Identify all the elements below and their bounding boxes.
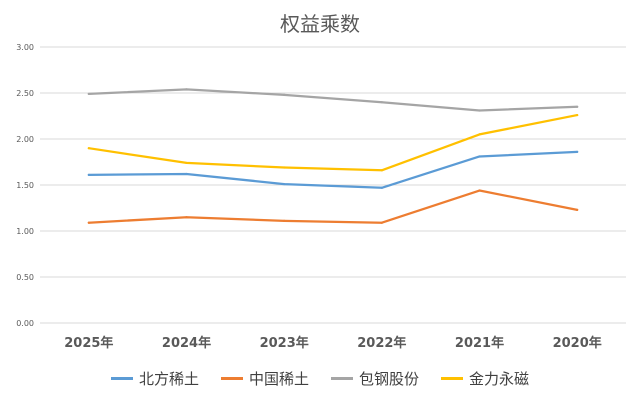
data-point bbox=[283, 166, 286, 169]
data-point bbox=[576, 113, 579, 117]
legend-item-3: 包钢股份 bbox=[331, 368, 419, 389]
x-tick-label: 2024年 bbox=[162, 335, 211, 351]
data-point bbox=[380, 186, 383, 189]
y-axis: 0.00 0.50 1.00 1.50 2.00 2.50 3.00 bbox=[16, 43, 34, 328]
data-point bbox=[478, 155, 481, 158]
legend-label: 金力永磁 bbox=[469, 370, 530, 388]
data-point bbox=[478, 109, 481, 112]
legend-label: 包钢股份 bbox=[359, 370, 420, 388]
y-tick-label: 0.00 bbox=[16, 319, 34, 328]
data-point bbox=[87, 147, 90, 150]
data-point bbox=[87, 92, 90, 96]
legend-label: 北方稀土 bbox=[138, 370, 199, 388]
legend-swatch bbox=[331, 377, 353, 380]
data-point bbox=[87, 221, 90, 224]
data-point bbox=[576, 105, 579, 108]
data-point bbox=[185, 172, 188, 176]
x-tick-label: 2025年 bbox=[64, 335, 113, 351]
series-line-1 bbox=[87, 150, 579, 189]
legend-swatch bbox=[441, 377, 464, 380]
data-point bbox=[87, 173, 90, 176]
data-point bbox=[380, 169, 383, 172]
legend-item-1: 北方稀土 bbox=[110, 368, 199, 389]
data-point bbox=[185, 88, 188, 91]
series-lines bbox=[87, 88, 579, 224]
y-tick-label: 1.50 bbox=[16, 181, 34, 190]
y-tick-label: 2.00 bbox=[16, 135, 34, 144]
legend: 北方稀土 中国稀土 包钢股份 金力永磁 bbox=[0, 368, 640, 389]
y-tick-label: 0.50 bbox=[16, 273, 34, 282]
series-line-2 bbox=[87, 189, 579, 224]
data-point bbox=[283, 219, 286, 222]
y-tick-label: 2.50 bbox=[16, 89, 34, 98]
gridlines bbox=[40, 46, 626, 324]
data-point bbox=[576, 208, 579, 211]
legend-item-4: 金力永磁 bbox=[441, 368, 529, 389]
x-axis: 2025年 2024年 2023年 2022年 2021年 2020年 bbox=[64, 335, 602, 351]
data-point bbox=[185, 161, 188, 165]
y-tick-label: 1.00 bbox=[16, 227, 34, 236]
x-tick-label: 2020年 bbox=[553, 335, 602, 351]
legend-item-2: 中国稀土 bbox=[220, 368, 309, 389]
series-line-4 bbox=[87, 113, 579, 172]
x-tick-label: 2021年 bbox=[455, 335, 504, 351]
data-point bbox=[380, 221, 383, 224]
x-tick-label: 2022年 bbox=[357, 335, 406, 351]
data-point bbox=[283, 182, 286, 186]
legend-swatch bbox=[220, 377, 243, 380]
data-point bbox=[576, 150, 579, 153]
legend-label: 中国稀土 bbox=[248, 370, 309, 388]
data-point bbox=[283, 93, 286, 96]
x-tick-label: 2023年 bbox=[260, 335, 309, 351]
chart-title: 权益乘数 bbox=[280, 12, 360, 36]
data-point bbox=[478, 189, 481, 192]
data-point bbox=[380, 101, 383, 104]
legend-swatch bbox=[110, 377, 133, 380]
data-point bbox=[185, 216, 188, 219]
data-point bbox=[478, 133, 481, 136]
series-line-3 bbox=[87, 88, 579, 112]
y-tick-label: 3.00 bbox=[16, 43, 34, 52]
